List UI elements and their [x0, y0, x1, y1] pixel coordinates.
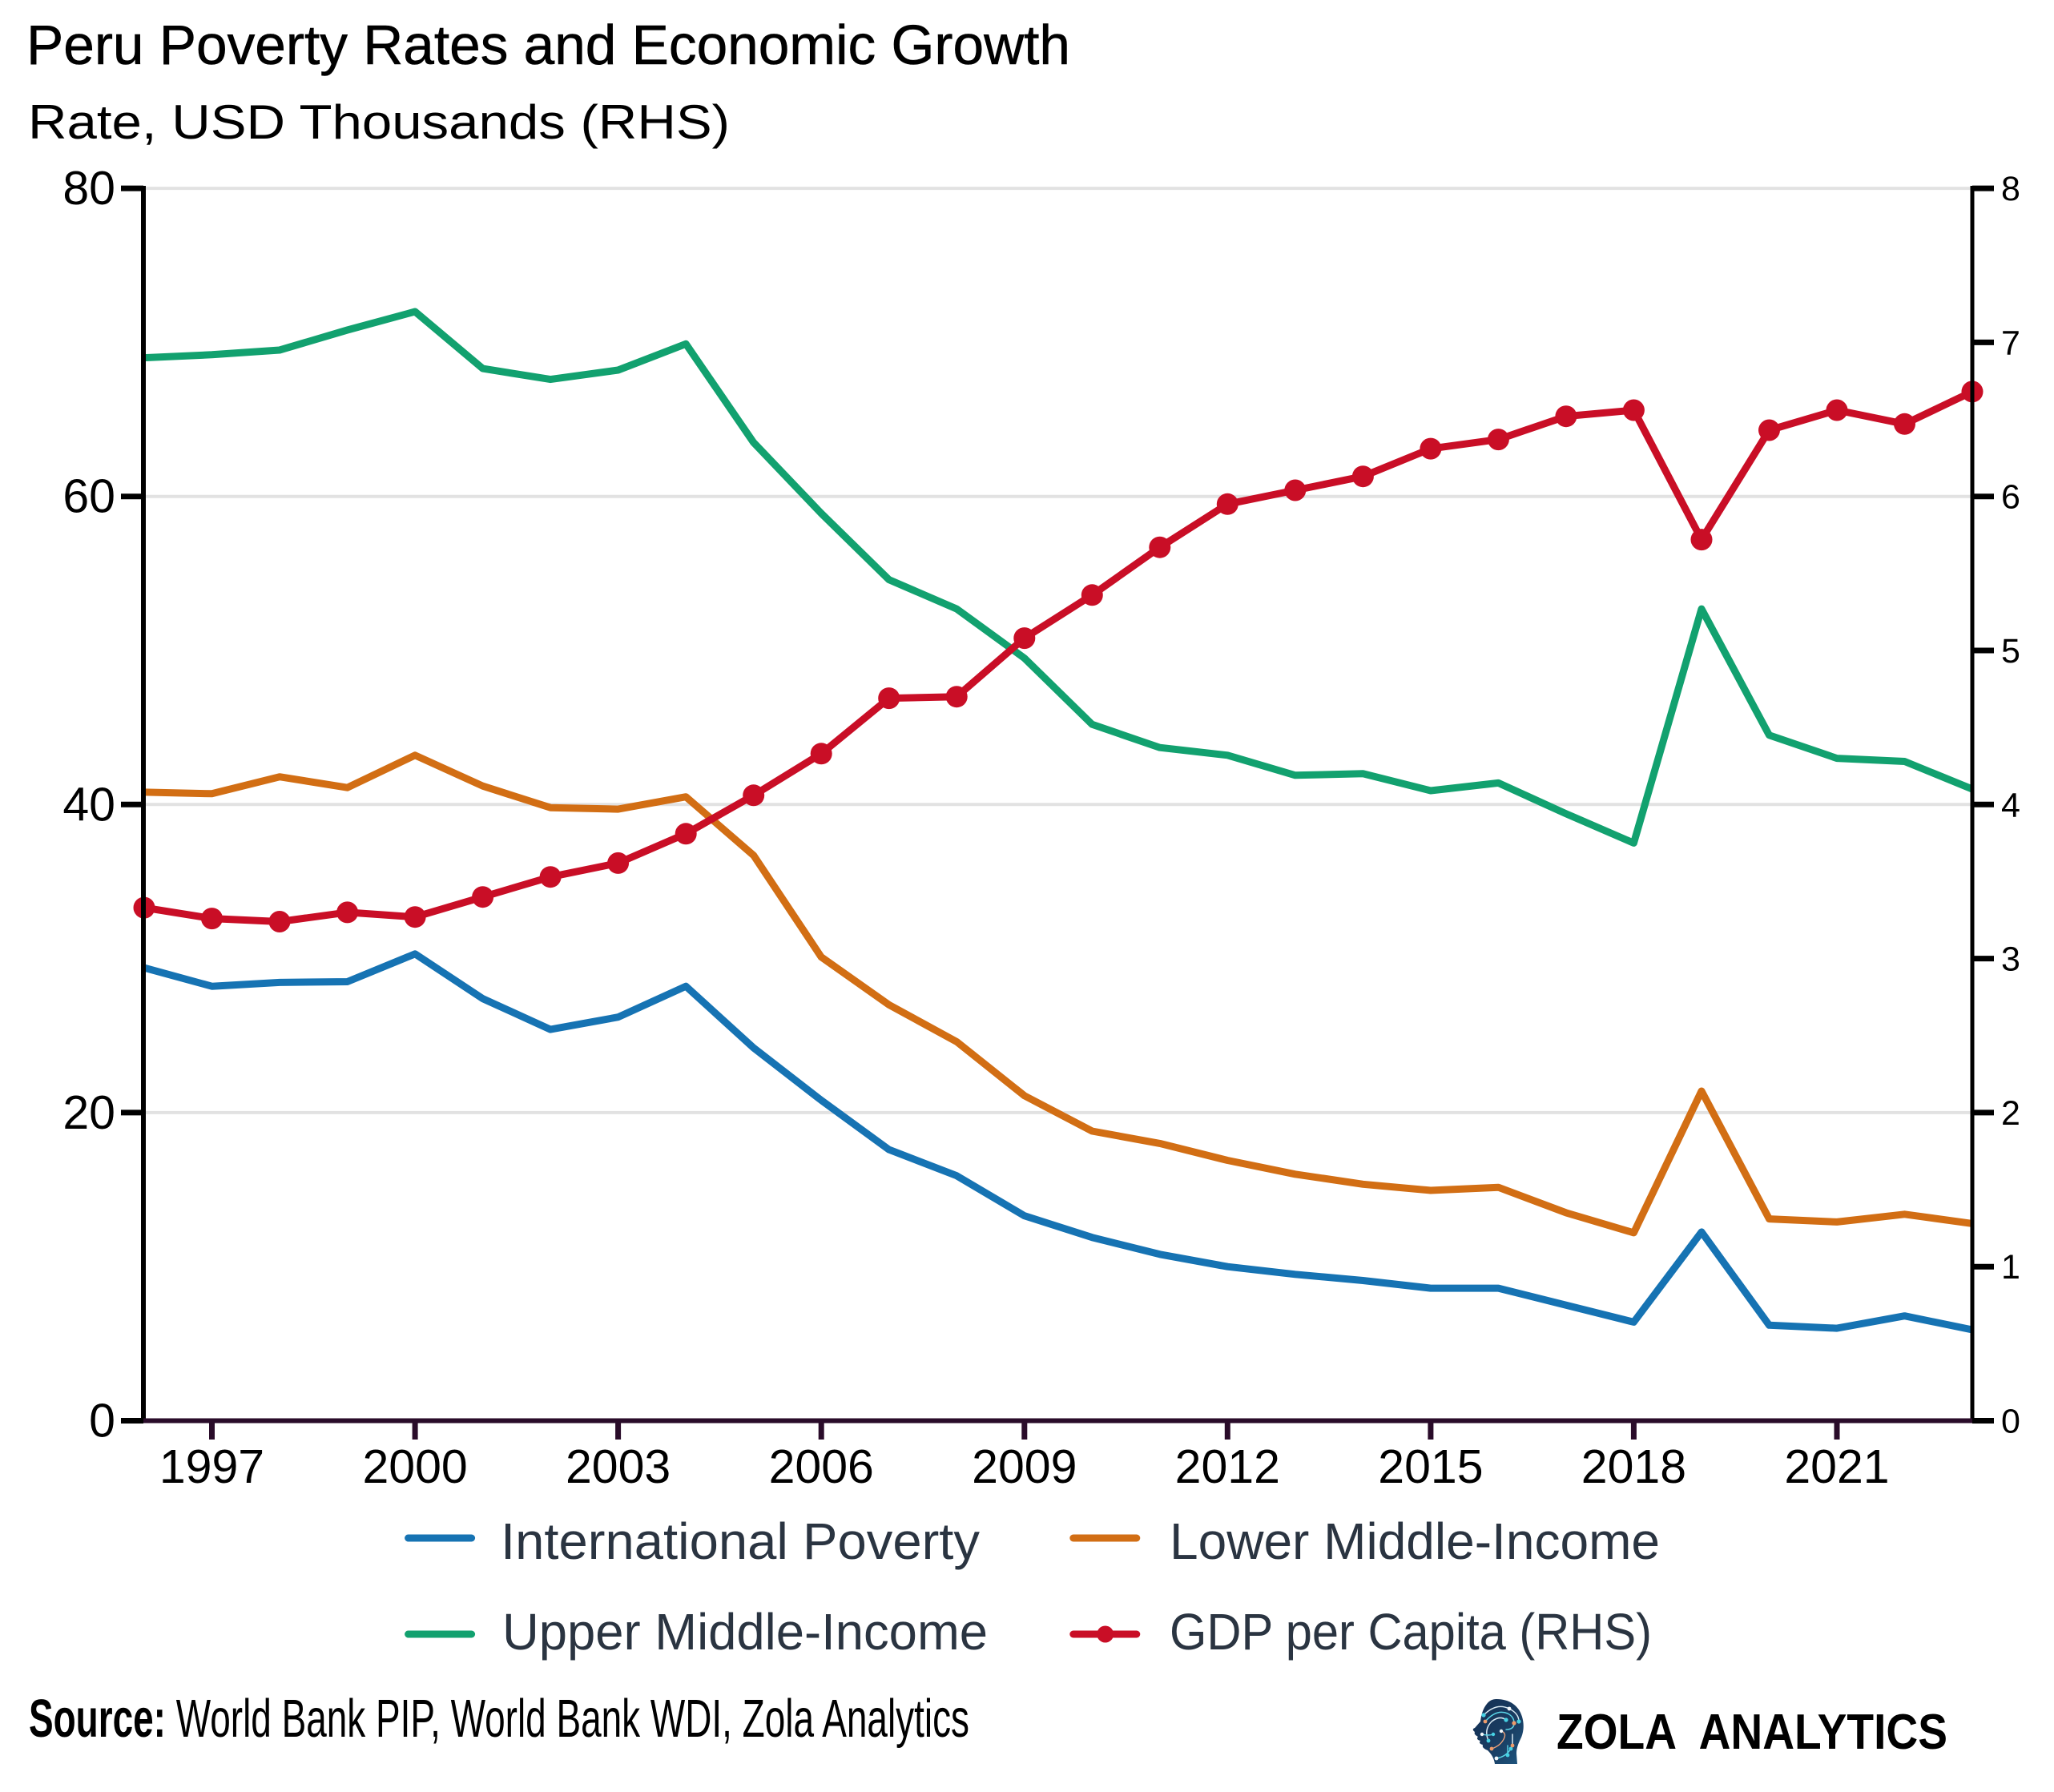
svg-text:20: 20	[62, 1086, 115, 1139]
svg-text:2: 2	[2001, 1094, 2020, 1133]
svg-text:2003: 2003	[566, 1440, 671, 1493]
svg-text:Lower Middle-Income: Lower Middle-Income	[1170, 1512, 1660, 1570]
svg-text:ZOLA ANALYTICS: ZOLA ANALYTICS	[1557, 1705, 1947, 1760]
svg-text:0: 0	[2001, 1403, 2020, 1441]
svg-text:2006: 2006	[769, 1440, 874, 1493]
svg-text:2015: 2015	[1378, 1440, 1483, 1493]
svg-text:International Poverty: International Poverty	[501, 1512, 980, 1570]
svg-text:Source: World Bank PIP, World: Source: World Bank PIP, World Bank WDI, …	[29, 1689, 969, 1749]
svg-text:3: 3	[2001, 940, 2020, 979]
svg-text:2021: 2021	[1784, 1440, 1889, 1493]
svg-text:2009: 2009	[972, 1440, 1077, 1493]
svg-text:40: 40	[62, 778, 115, 831]
svg-text:Upper Middle-Income: Upper Middle-Income	[502, 1603, 988, 1661]
svg-text:6: 6	[2001, 478, 2020, 517]
svg-text:2000: 2000	[362, 1440, 467, 1493]
svg-text:4: 4	[2001, 786, 2020, 824]
svg-text:1: 1	[2001, 1248, 2020, 1287]
svg-text:GDP per Capita (RHS): GDP per Capita (RHS)	[1170, 1603, 1652, 1661]
svg-text:8: 8	[2001, 170, 2020, 208]
svg-text:7: 7	[2001, 324, 2020, 362]
svg-text:2012: 2012	[1175, 1440, 1280, 1493]
svg-text:0: 0	[89, 1395, 115, 1448]
svg-text:Rate, USD Thousands (RHS): Rate, USD Thousands (RHS)	[28, 95, 730, 149]
svg-text:Peru Poverty Rates and Economi: Peru Poverty Rates and Economic Growth	[26, 14, 1070, 76]
svg-text:1997: 1997	[159, 1440, 264, 1493]
svg-text:5: 5	[2001, 632, 2020, 670]
svg-text:2018: 2018	[1581, 1440, 1686, 1493]
svg-text:60: 60	[62, 470, 115, 523]
svg-text:80: 80	[62, 162, 115, 215]
